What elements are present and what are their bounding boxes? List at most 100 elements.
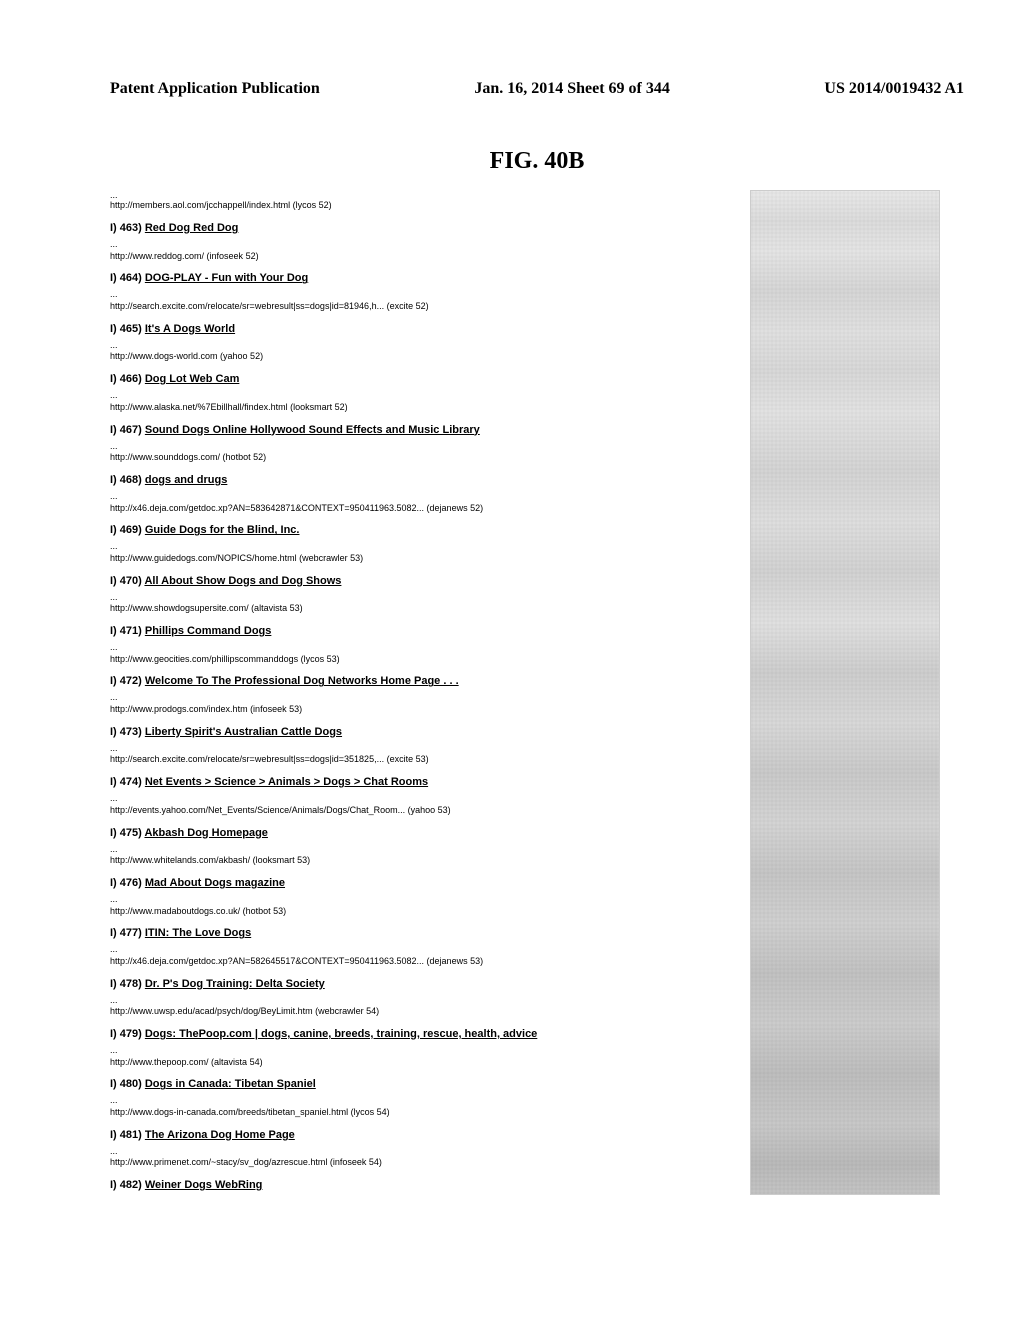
result-title-line: I) 471) Phillips Command Dogs: [110, 621, 730, 639]
result-entry: I) 470) All About Show Dogs and Dog Show…: [110, 571, 730, 615]
result-url-text: http://www.reddog.com/ (infoseek 52): [110, 251, 259, 261]
result-url-text: http://www.geocities.com/phillipscommand…: [110, 654, 340, 664]
result-url-line: ...http://x46.deja.com/getdoc.xp?AN=5836…: [110, 491, 730, 514]
result-title-line: I) 477) ITIN: The Love Dogs: [110, 923, 730, 941]
result-url-text: http://search.excite.com/relocate/sr=web…: [110, 754, 429, 764]
result-title-link[interactable]: Guide Dogs for the Blind, Inc.: [145, 524, 300, 536]
result-prefix: I) 464): [110, 272, 145, 284]
ellipsis: ...: [110, 1095, 118, 1105]
result-title-line: I) 465) It's A Dogs World: [110, 319, 730, 337]
result-title-line: I) 475) Akbash Dog Homepage: [110, 823, 730, 841]
top-continuation: ... http://members.aol.com/jcchappell/in…: [110, 190, 730, 210]
result-title-link[interactable]: Weiner Dogs WebRing: [145, 1179, 263, 1191]
result-prefix: I) 480): [110, 1078, 145, 1090]
result-entry: I) 472) Welcome To The Professional Dog …: [110, 671, 730, 715]
ellipsis: ...: [110, 995, 118, 1005]
result-url-line: ...http://www.dogs-world.com (yahoo 52): [110, 340, 730, 363]
result-entry: I) 474) Net Events > Science > Animals >…: [110, 772, 730, 816]
result-title-link[interactable]: Liberty Spirit's Australian Cattle Dogs: [145, 726, 342, 738]
result-prefix: I) 478): [110, 978, 145, 990]
result-url-text: http://x46.deja.com/getdoc.xp?AN=5826455…: [110, 956, 483, 966]
result-url-text: http://www.madaboutdogs.co.uk/ (hotbot 5…: [110, 906, 286, 916]
result-title-link[interactable]: All About Show Dogs and Dog Shows: [144, 575, 341, 587]
result-entry: I) 477) ITIN: The Love Dogs ...http://x46…: [110, 923, 730, 967]
result-title-line: I) 474) Net Events > Science > Animals >…: [110, 772, 730, 790]
result-title-line: I) 470) All About Show Dogs and Dog Show…: [110, 571, 730, 589]
ellipsis: ...: [110, 793, 118, 803]
ellipsis: ...: [110, 190, 118, 200]
result-prefix: I) 475): [110, 827, 144, 839]
top-url-text: http://members.aol.com/jcchappell/index.…: [110, 200, 332, 210]
result-title-line: I) 482) Weiner Dogs WebRing: [110, 1175, 730, 1193]
result-entry: I) 465) It's A Dogs World ...http://www.d…: [110, 319, 730, 363]
ellipsis: ...: [110, 592, 118, 602]
result-entry: I) 471) Phillips Command Dogs ...http://w…: [110, 621, 730, 665]
result-title-link[interactable]: Dr. P's Dog Training: Delta Society: [145, 978, 325, 990]
result-url-text: http://www.uwsp.edu/acad/psych/dog/BeyLi…: [110, 1006, 379, 1016]
result-url-text: http://www.sounddogs.com/ (hotbot 52): [110, 452, 266, 462]
result-title-link[interactable]: Dog Lot Web Cam: [145, 373, 240, 385]
result-prefix: I) 477): [110, 927, 145, 939]
result-entry: I) 475) Akbash Dog Homepage...http://www…: [110, 823, 730, 867]
result-entry: I) 466) Dog Lot Web Cam...http://www.ala…: [110, 369, 730, 413]
result-title-link[interactable]: Welcome To The Professional Dog Networks…: [145, 675, 459, 687]
result-title-link[interactable]: Dogs in Canada: Tibetan Spaniel: [145, 1078, 316, 1090]
result-title-link[interactable]: The Arizona Dog Home Page: [145, 1129, 295, 1141]
ellipsis: ...: [110, 289, 118, 299]
result-title-link[interactable]: DOG-PLAY - Fun with Your Dog: [145, 272, 308, 284]
result-title-link[interactable]: dogs and drugs: [145, 474, 228, 486]
result-title-link[interactable]: Phillips Command Dogs: [145, 625, 272, 637]
result-title-link[interactable]: Sound Dogs Online Hollywood Sound Effect…: [145, 424, 480, 436]
result-title-line: I) 472) Welcome To The Professional Dog …: [110, 671, 730, 689]
result-prefix: I) 479): [110, 1028, 145, 1040]
result-title-link[interactable]: It's A Dogs World: [145, 323, 235, 335]
result-title-link[interactable]: Net Events > Science > Animals > Dogs > …: [145, 776, 428, 788]
result-title-line: I) 478) Dr. P's Dog Training: Delta Soci…: [110, 974, 730, 992]
result-url-line: ... http://www.alaska.net/%7Ebillhall/fin…: [110, 390, 730, 413]
ellipsis: ...: [110, 743, 118, 753]
result-prefix: I) 476): [110, 877, 145, 889]
result-title-link[interactable]: ITIN: The Love Dogs: [145, 927, 251, 939]
result-url-line: ...http://www.sounddogs.com/ (hotbot 52): [110, 441, 730, 464]
result-url-text: http://www.alaska.net/%7Ebillhall/findex…: [110, 402, 348, 412]
result-prefix: I) 463): [110, 222, 145, 234]
ellipsis: ...: [110, 1146, 118, 1156]
page-header: Patent Application Publication Jan. 16, …: [110, 80, 964, 98]
result-url-line: ...http://www.showdogsupersite.com/ (alt…: [110, 592, 730, 615]
result-title-link[interactable]: Dogs: ThePoop.com | dogs, canine, breeds…: [145, 1028, 537, 1040]
ellipsis: ...: [110, 844, 118, 854]
result-url-text: http://x46.deja.com/getdoc.xp?AN=5836428…: [110, 503, 483, 513]
result-entry: I) 482) Weiner Dogs WebRing: [110, 1175, 730, 1193]
result-url-text: http://www.whitelands.com/akbash/ (looks…: [110, 855, 310, 865]
result-entry: I) 463) Red Dog Red Dog... http://www.red…: [110, 218, 730, 262]
ellipsis: ...: [110, 390, 118, 400]
ellipsis: ...: [110, 239, 118, 249]
result-prefix: I) 465): [110, 323, 145, 335]
result-url-line: ...http://x46.deja.com/getdoc.xp?AN=5826…: [110, 944, 730, 967]
sidebar-image-placeholder: [750, 190, 940, 1195]
page: Patent Application Publication Jan. 16, …: [0, 0, 1024, 1320]
result-title-line: I) 476) Mad About Dogs magazine: [110, 873, 730, 891]
result-url-text: http://www.showdogsupersite.com/ (altavi…: [110, 603, 303, 613]
result-prefix: I) 470): [110, 575, 144, 587]
result-prefix: I) 481): [110, 1129, 145, 1141]
result-title-link[interactable]: Akbash Dog Homepage: [144, 827, 267, 839]
result-url-text: http://search.excite.com/relocate/sr=web…: [110, 301, 429, 311]
result-prefix: I) 474): [110, 776, 145, 788]
result-url-line: ...http://www.primenet.com/~stacy/sv_dog…: [110, 1146, 730, 1169]
result-title-link[interactable]: Red Dog Red Dog: [145, 222, 239, 234]
ellipsis: ...: [110, 894, 118, 904]
result-title-link[interactable]: Mad About Dogs magazine: [145, 877, 285, 889]
result-title-line: I) 473) Liberty Spirit's Australian Catt…: [110, 722, 730, 740]
results-column: ... http://members.aol.com/jcchappell/in…: [110, 190, 730, 1199]
figure-title: FIG. 40B: [110, 148, 964, 175]
ellipsis: ...: [110, 692, 118, 702]
result-url-text: http://www.dogs-in-canada.com/breeds/tib…: [110, 1107, 390, 1117]
header-left: Patent Application Publication: [110, 80, 320, 98]
result-prefix: I) 482): [110, 1179, 145, 1191]
result-url-text: http://www.dogs-world.com (yahoo 52): [110, 351, 263, 361]
ellipsis: ...: [110, 1045, 118, 1055]
result-entry: I) 480) Dogs in Canada: Tibetan Spaniel.…: [110, 1074, 730, 1118]
result-url-line: ...http://www.uwsp.edu/acad/psych/dog/Be…: [110, 995, 730, 1018]
result-url-line: ...http://www.geocities.com/phillipscomm…: [110, 642, 730, 665]
